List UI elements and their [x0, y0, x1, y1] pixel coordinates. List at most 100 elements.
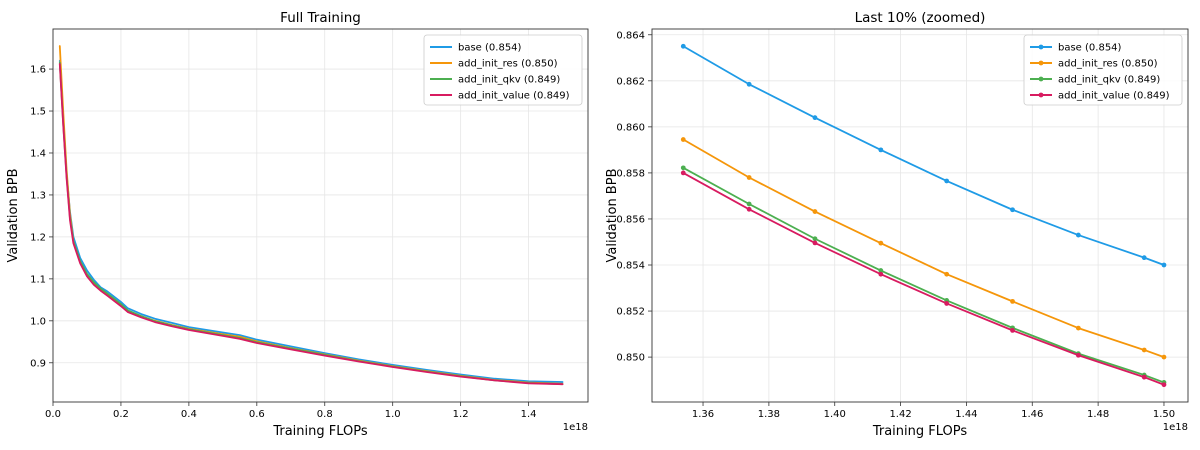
- legend-label: add_init_value (0.849): [1058, 91, 1170, 102]
- y-tick-label: 1.1: [30, 274, 46, 285]
- legend: base (0.854) add_init_res (0.850) add_init…: [1023, 34, 1183, 106]
- legend-item: add_init_value (0.849): [1030, 91, 1170, 102]
- y-tick-label: 0.858: [616, 168, 645, 179]
- x-tick-label: 0.2: [113, 409, 129, 420]
- legend-item: base (0.854): [430, 43, 522, 54]
- y-axis-label: Validation BPB: [605, 168, 620, 262]
- legend: base (0.854) add_init_res (0.850) add_init…: [423, 34, 583, 106]
- legend-item: add_init_qkv (0.849): [1030, 75, 1160, 86]
- y-tick-label: 1.4: [30, 148, 46, 159]
- plot-frame: [651, 28, 1189, 403]
- legend-label: add_init_qkv (0.849): [458, 75, 560, 86]
- y-tick-label: 1.5: [30, 107, 46, 118]
- data-point: [1141, 255, 1147, 261]
- y-tick-label: 0.9: [30, 358, 46, 369]
- x-offset-label: 1e18: [563, 422, 588, 433]
- data-point: [812, 236, 818, 242]
- legend-label: base (0.854): [1058, 43, 1122, 54]
- data-point: [1075, 352, 1081, 358]
- x-tick-label: 1.0: [385, 409, 401, 420]
- legend-item: add_init_qkv (0.849): [430, 75, 560, 86]
- x-tick-label: 0.0: [45, 409, 61, 420]
- data-point: [1161, 354, 1167, 360]
- legend-marker: [1038, 76, 1044, 82]
- y-tick-label: 0.856: [616, 214, 645, 225]
- x-tick-label: 1.46: [1021, 409, 1043, 420]
- x-tick-label: 0.8: [317, 409, 333, 420]
- legend-item: add_init_res (0.850): [1030, 59, 1158, 70]
- data-point: [1075, 232, 1081, 238]
- y-tick-label: 0.854: [616, 261, 645, 272]
- y-tick-label: 0.862: [616, 76, 645, 87]
- series-line: [58, 63, 564, 386]
- x-tick-label: 0.4: [181, 409, 197, 420]
- y-tick-label: 0.864: [616, 30, 645, 41]
- legend-marker: [1038, 44, 1044, 50]
- data-point: [746, 81, 752, 87]
- y-tick-label: 1.3: [30, 190, 46, 201]
- data-point: [680, 170, 686, 176]
- legend-box: [1023, 34, 1183, 106]
- data-point: [680, 165, 686, 171]
- legend-label: add_init_qkv (0.849): [1058, 75, 1160, 86]
- data-point: [812, 240, 818, 246]
- chart-title: Last 10% (zoomed): [855, 10, 986, 26]
- data-point: [812, 209, 818, 214]
- data-point: [944, 271, 950, 277]
- series-group: [680, 43, 1167, 388]
- y-axis-label: Validation BPB: [6, 168, 21, 262]
- data-point: [1075, 325, 1081, 331]
- grid: [52, 29, 588, 402]
- data-point: [746, 201, 752, 207]
- data-point: [944, 301, 950, 306]
- y-tick-label: 1.0: [30, 316, 46, 327]
- series-group: [58, 45, 564, 386]
- x-tick-label: 1.4: [521, 409, 537, 420]
- chart-panel-2: 1.36 1.38 1.40 1.42 1.44 1.46 1.48 1.50 0.850 0.8…: [605, 10, 1189, 439]
- data-point: [1141, 374, 1147, 380]
- data-point: [680, 137, 686, 142]
- data-point: [878, 240, 884, 246]
- legend-label: base (0.854): [458, 43, 522, 54]
- x-tick-label: 1.44: [955, 409, 977, 420]
- x-tick-label: 1.36: [692, 409, 714, 420]
- x-tick-label: 1.50: [1153, 409, 1175, 420]
- legend-label: add_init_res (0.850): [458, 59, 558, 70]
- y-tick-label: 1.2: [30, 232, 46, 243]
- legend-box: [423, 34, 583, 106]
- plot-frame: [52, 28, 589, 403]
- data-point: [1161, 382, 1167, 388]
- chart-title: Full Training: [280, 10, 361, 26]
- data-point: [1010, 327, 1015, 333]
- data-point: [812, 115, 818, 121]
- data-point: [1161, 262, 1167, 268]
- y-tick-label: 1.6: [30, 65, 46, 76]
- data-point: [1141, 347, 1147, 353]
- y-tick-label: 0.850: [616, 353, 645, 364]
- x-tick-label: 1.38: [758, 409, 780, 420]
- x-tick-label: 1.2: [453, 409, 469, 420]
- series-line: [58, 59, 564, 383]
- y-tick-label: 0.852: [616, 307, 645, 318]
- data-point: [944, 178, 950, 184]
- data-point: [878, 147, 884, 153]
- data-point: [1010, 298, 1015, 304]
- legend-item: add_init_value (0.849): [430, 91, 570, 102]
- x-tick-label: 0.6: [249, 409, 265, 420]
- x-tick-label: 1.48: [1087, 409, 1109, 420]
- legend-item: base (0.854): [1030, 43, 1122, 54]
- chart-panel-1: 0.0 0.2 0.4 0.6 0.8 1.0 1.2 1.4 0.9 1.0 1.1 1.2 1.3 1…: [6, 10, 589, 439]
- data-point: [680, 43, 686, 49]
- data-point: [746, 175, 752, 180]
- y-tick-label: 0.860: [616, 122, 645, 133]
- data-point: [878, 271, 884, 277]
- x-tick-label: 1.42: [889, 409, 911, 420]
- x-axis-label: Training FLOPs: [872, 424, 968, 439]
- data-point: [878, 268, 884, 273]
- legend-label: add_init_value (0.849): [458, 91, 570, 102]
- legend-marker: [1038, 92, 1044, 98]
- x-offset-label: 1e18: [1163, 422, 1188, 433]
- legend-label: add_init_res (0.850): [1058, 59, 1158, 70]
- data-point: [1010, 207, 1015, 213]
